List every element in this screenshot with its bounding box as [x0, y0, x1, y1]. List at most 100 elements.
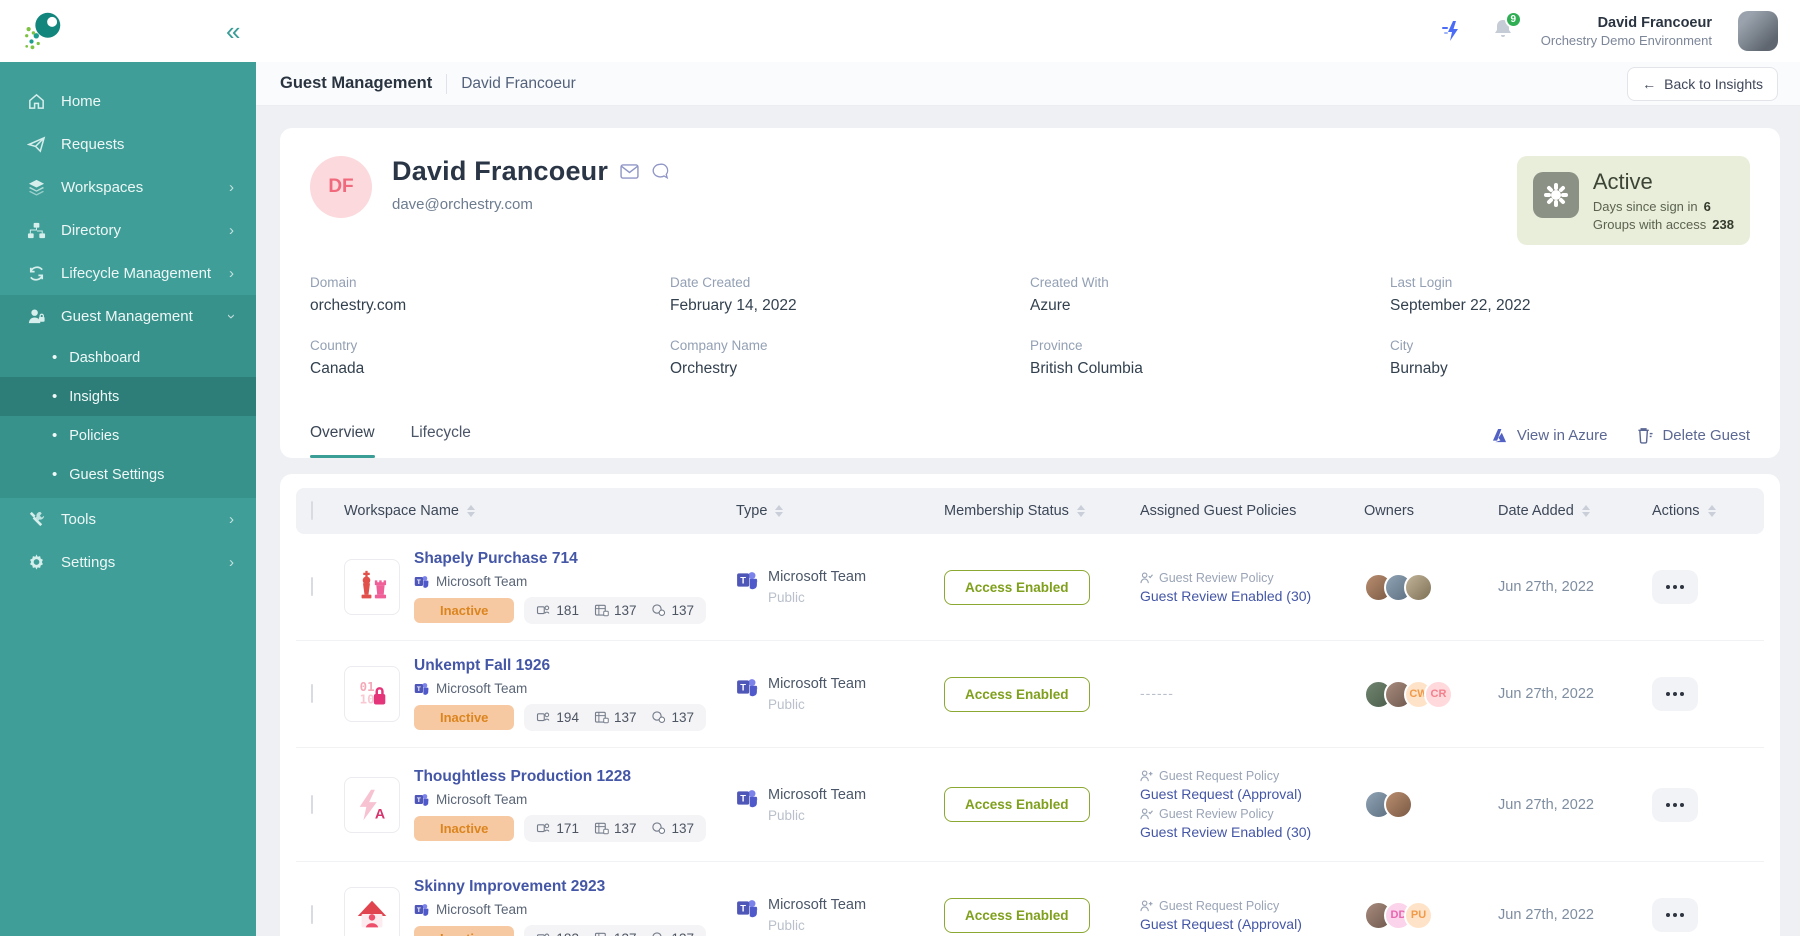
column-membership-status[interactable]: Membership Status: [944, 503, 1140, 519]
sort-icon[interactable]: [1581, 505, 1590, 517]
membership-status-badge: Access Enabled: [944, 897, 1090, 933]
sidebar-collapse-button[interactable]: «: [226, 16, 241, 46]
svg-text:T: T: [417, 579, 421, 586]
row-actions-button[interactable]: [1652, 787, 1698, 822]
teams-icon: T: [414, 904, 429, 916]
breadcrumb: Guest Management David Francoeur ← Back …: [256, 62, 1800, 106]
sidebar-item-tools[interactable]: Tools ›: [0, 498, 256, 541]
column-assigned-guest-policies: Assigned Guest Policies: [1140, 503, 1297, 519]
grid-count-icon: [594, 932, 606, 936]
bullet: •: [52, 466, 58, 483]
quick-actions-bolt-icon[interactable]: [1439, 19, 1465, 43]
sidebar-item-policies[interactable]: • Policies: [52, 427, 120, 444]
inactive-badge: Inactive: [414, 705, 515, 730]
workspace-name-link[interactable]: Skinny Improvement 2923: [414, 878, 606, 895]
workspace-icon-house: [344, 887, 400, 936]
policy-link[interactable]: Guest Review Enabled (30): [1140, 824, 1312, 840]
sidebar-item-home[interactable]: Home: [0, 80, 256, 123]
row-actions-button[interactable]: [1652, 570, 1698, 604]
guest-request-policy-icon: [1140, 899, 1153, 911]
grid-count-icon: [594, 604, 609, 617]
row-checkbox[interactable]: [311, 577, 313, 596]
bullet: •: [52, 349, 58, 366]
sidebar-item-dashboard[interactable]: • Dashboard: [52, 349, 141, 366]
date-added: Jun 27th, 2022: [1498, 907, 1594, 923]
breadcrumb-current: David Francoeur: [461, 74, 576, 92]
tab-lifecycle[interactable]: Lifecycle: [410, 424, 471, 441]
svg-text:01: 01: [360, 680, 375, 694]
owners-avatars: DD PU: [1364, 900, 1498, 930]
azure-icon: [1492, 428, 1506, 443]
sort-icon[interactable]: [466, 505, 475, 517]
sidebar-item-guest-settings[interactable]: • Guest Settings: [52, 466, 165, 483]
date-added: Jun 27th, 2022: [1498, 579, 1594, 595]
teams-icon: T: [737, 572, 758, 590]
gear-icon: [26, 553, 46, 572]
owner-avatar-initials: CR: [1424, 679, 1453, 709]
workspace-name-link[interactable]: Thoughtless Production 1228: [414, 767, 632, 785]
column-workspace-name[interactable]: Workspace Name: [344, 503, 736, 519]
workspace-name-link[interactable]: Shapely Purchase 714: [414, 550, 578, 567]
user-avatar[interactable]: [1738, 11, 1778, 51]
field-date-created: Date Created February 14, 2022: [670, 275, 797, 314]
policy-link[interactable]: Guest Request (Approval): [1140, 786, 1302, 802]
sharepoint-count-icon: [652, 604, 666, 616]
main-area: Guest Management David Francoeur ← Back …: [256, 0, 1800, 936]
user-organization: Orchestry Demo Environment: [1540, 32, 1712, 48]
guest-management-group: Guest Management › • Dashboard • Insight…: [0, 295, 256, 498]
date-added: Jun 27th, 2022: [1498, 686, 1594, 702]
sort-icon[interactable]: [775, 505, 784, 517]
column-date-added[interactable]: Date Added: [1498, 503, 1652, 519]
teams-icon: T: [414, 576, 429, 588]
delete-guest-button[interactable]: Delete Guest: [1637, 427, 1750, 444]
guest-email: dave@orchestry.com: [392, 196, 533, 213]
sharepoint-count-icon: [652, 821, 666, 834]
teams-count-icon: [537, 712, 550, 722]
sidebar-item-workspaces[interactable]: Workspaces ›: [0, 166, 256, 209]
teams-icon: T: [737, 900, 758, 918]
membership-status-badge: Access Enabled: [944, 787, 1090, 822]
back-to-insights-button[interactable]: ← Back to Insights: [1627, 66, 1778, 101]
sidebar-item-directory[interactable]: Directory ›: [0, 209, 256, 252]
orchestry-logo[interactable]: [20, 8, 66, 54]
field-city: City Burnaby: [1390, 338, 1448, 377]
select-all-checkbox[interactable]: [311, 501, 313, 520]
notifications-bell[interactable]: 9: [1491, 10, 1522, 46]
chat-icon[interactable]: [651, 163, 669, 180]
svg-text:A: A: [375, 806, 385, 822]
sidebar-item-guest-management[interactable]: Guest Management ›: [0, 295, 256, 338]
table-row: Shapely Purchase 714 T Microsoft Team Ina…: [296, 534, 1764, 641]
chevron-down-icon: ›: [223, 314, 240, 319]
sort-icon[interactable]: [1076, 505, 1085, 517]
email-icon[interactable]: [620, 164, 639, 179]
teams-icon: T: [414, 683, 429, 695]
user-menu[interactable]: David Francoeur Orchestry Demo Environme…: [1541, 15, 1712, 48]
sidebar-item-requests[interactable]: Requests: [0, 123, 256, 166]
column-actions[interactable]: Actions: [1652, 503, 1764, 519]
home-icon: [26, 92, 46, 111]
column-owners: Owners: [1364, 503, 1414, 519]
policy-link[interactable]: Guest Request (Approval): [1140, 915, 1302, 932]
row-checkbox[interactable]: [311, 794, 313, 814]
svg-text:T: T: [417, 907, 421, 914]
row-checkbox[interactable]: [311, 684, 313, 703]
view-in-azure-button[interactable]: View in Azure: [1491, 427, 1607, 444]
breadcrumb-guest-management[interactable]: Guest Management: [280, 74, 433, 92]
sidebar-item-insights[interactable]: • Insights: [0, 377, 256, 416]
field-company-name: Company Name Orchestry: [670, 338, 768, 377]
teams-icon: T: [737, 679, 758, 697]
row-actions-button[interactable]: [1652, 677, 1698, 711]
workspace-name-link[interactable]: Unkempt Fall 1926: [414, 657, 551, 674]
tab-overview[interactable]: Overview: [310, 424, 375, 458]
svg-text:10: 10: [360, 693, 375, 707]
row-actions-button[interactable]: [1652, 898, 1698, 932]
teams-count-icon: [537, 823, 550, 832]
column-type[interactable]: Type: [736, 503, 944, 519]
table-header-row: Workspace Name Type Membership Status As…: [296, 488, 1764, 534]
row-checkbox[interactable]: [311, 905, 313, 924]
policy-link[interactable]: Guest Review Enabled (30): [1140, 587, 1312, 604]
sidebar-item-settings[interactable]: Settings ›: [0, 541, 256, 584]
sort-icon[interactable]: [1707, 505, 1716, 517]
chevron-right-icon: ›: [229, 265, 234, 282]
sidebar-item-lifecycle-management[interactable]: Lifecycle Management ›: [0, 252, 256, 295]
